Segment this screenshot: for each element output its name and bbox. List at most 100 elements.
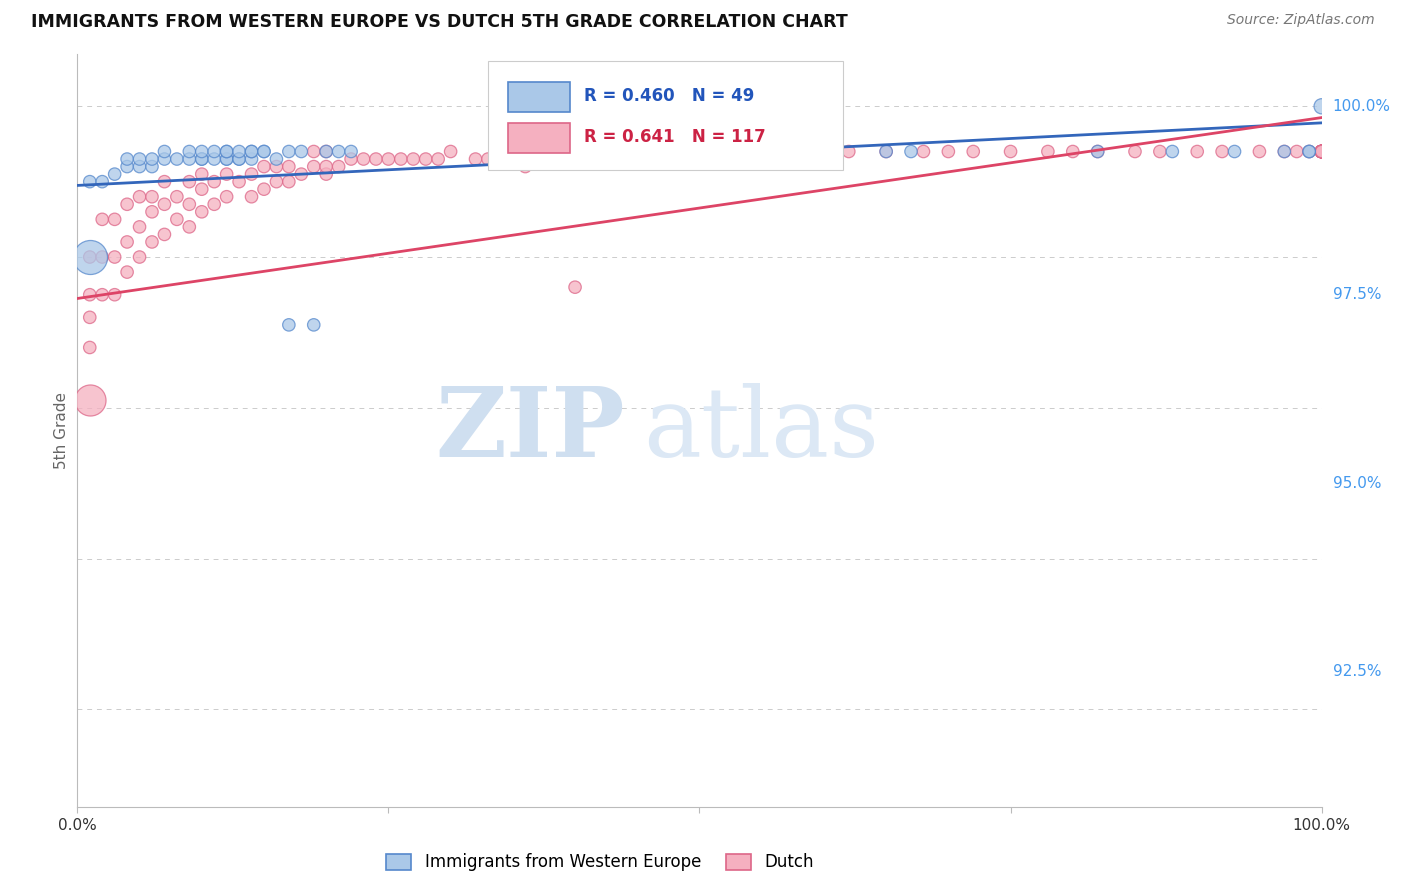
Point (377, 152, 399, 166)
Point (1310, 145, 1333, 159)
Text: 92.5%: 92.5% (1333, 664, 1381, 679)
Point (1310, 145, 1333, 159)
Point (115, 265, 138, 279)
Point (253, 160, 276, 174)
Text: IMMIGRANTS FROM WESTERN EUROPE VS DUTCH 5TH GRADE CORRELATION CHART: IMMIGRANTS FROM WESTERN EUROPE VS DUTCH … (31, 13, 848, 31)
Point (290, 145, 312, 159)
Point (253, 145, 276, 159)
Point (253, 145, 276, 159)
Legend: Immigrants from Western Europe, Dutch: Immigrants from Western Europe, Dutch (380, 847, 820, 878)
Point (502, 152, 524, 166)
Point (427, 152, 450, 166)
FancyBboxPatch shape (488, 61, 842, 170)
Point (191, 152, 214, 166)
Point (515, 160, 537, 174)
Point (1272, 145, 1295, 159)
Point (79, 287, 101, 301)
Point (202, 197, 225, 211)
Point (215, 152, 238, 166)
Point (1310, 145, 1333, 159)
Point (302, 160, 325, 174)
Point (1036, 145, 1059, 159)
Point (115, 152, 138, 166)
Point (228, 152, 250, 166)
Point (153, 227, 176, 242)
Point (79, 393, 101, 408)
Point (1272, 145, 1295, 159)
Point (1310, 145, 1333, 159)
Point (1223, 145, 1246, 159)
Point (1187, 145, 1209, 159)
Point (1310, 145, 1333, 159)
Point (1298, 145, 1320, 159)
FancyBboxPatch shape (508, 123, 569, 153)
Point (589, 145, 612, 159)
Point (1161, 145, 1184, 159)
Point (253, 182, 276, 196)
Point (202, 145, 225, 159)
Point (1310, 145, 1333, 159)
Point (166, 190, 188, 204)
Text: 97.5%: 97.5% (1333, 287, 1381, 302)
Point (104, 167, 127, 181)
Point (938, 145, 960, 159)
Point (79, 250, 101, 264)
Point (464, 152, 486, 166)
Point (1310, 145, 1333, 159)
Point (564, 280, 586, 294)
Point (1310, 145, 1333, 159)
Point (266, 175, 288, 189)
Point (179, 145, 201, 159)
Point (1310, 99, 1333, 113)
Point (91, 250, 114, 264)
Point (128, 250, 150, 264)
Point (228, 145, 250, 159)
Point (1310, 145, 1333, 159)
Point (875, 145, 897, 159)
Point (1310, 145, 1333, 159)
Point (104, 287, 127, 301)
Point (179, 175, 201, 189)
Point (912, 145, 935, 159)
Point (1249, 145, 1271, 159)
Point (91, 175, 114, 189)
Point (240, 190, 263, 204)
Point (166, 152, 188, 166)
FancyBboxPatch shape (508, 82, 569, 112)
Y-axis label: 5th Grade: 5th Grade (53, 392, 69, 469)
Point (328, 160, 350, 174)
Text: atlas: atlas (644, 384, 880, 477)
Text: 95.0%: 95.0% (1333, 475, 1381, 491)
Point (1310, 145, 1333, 159)
Point (128, 190, 150, 204)
Point (215, 167, 238, 181)
Point (900, 145, 922, 159)
Point (664, 145, 686, 159)
Point (290, 167, 312, 181)
Point (340, 145, 363, 159)
Point (613, 145, 636, 159)
Point (477, 152, 499, 166)
Point (128, 160, 150, 174)
Point (266, 152, 288, 166)
Point (277, 145, 299, 159)
Point (1298, 145, 1320, 159)
Point (228, 152, 250, 166)
Point (215, 190, 238, 204)
Point (240, 152, 263, 166)
Text: ZIP: ZIP (436, 384, 624, 477)
Point (1123, 145, 1146, 159)
Point (153, 175, 176, 189)
Point (191, 204, 214, 219)
Point (240, 145, 263, 159)
Point (1310, 145, 1333, 159)
Point (415, 152, 437, 166)
Text: Source: ZipAtlas.com: Source: ZipAtlas.com (1227, 13, 1375, 28)
Point (402, 152, 425, 166)
Point (813, 145, 835, 159)
Point (153, 145, 176, 159)
Point (1310, 145, 1333, 159)
Point (1310, 145, 1333, 159)
Point (141, 235, 163, 249)
Point (179, 152, 201, 166)
